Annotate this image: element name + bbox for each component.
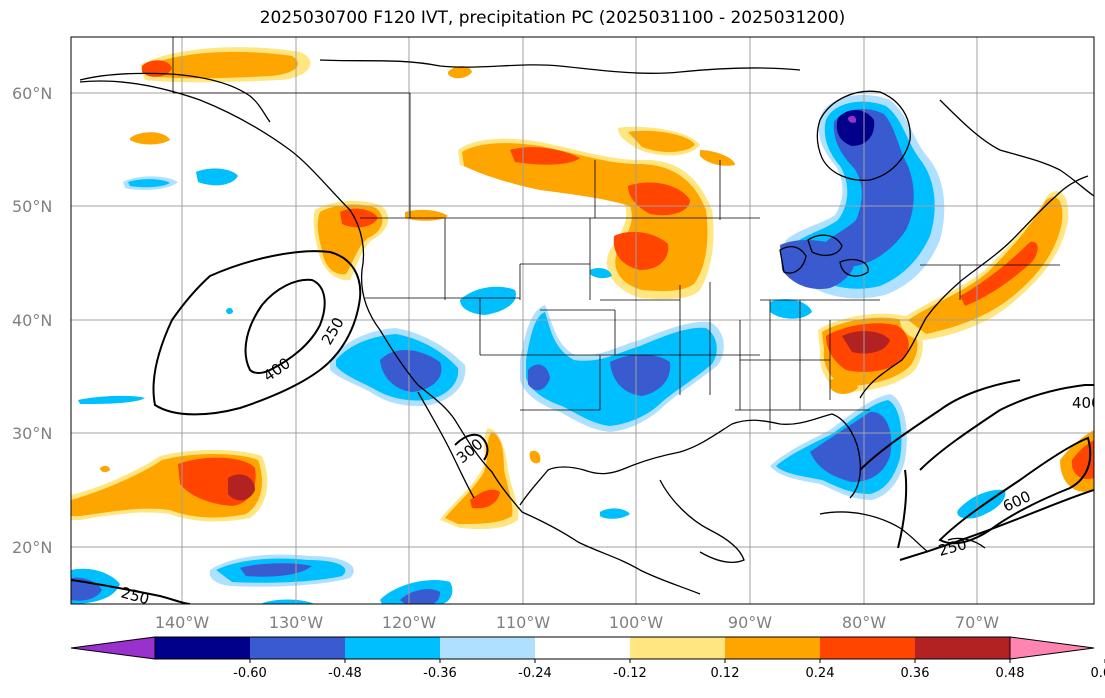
colorbar-segment [915,637,1010,659]
colorbar-extend-low [70,636,156,660]
colorbar-extend-high [1009,636,1095,660]
lat-label: 20°N [12,538,52,557]
colorbar-tick-label: -0.48 [328,666,362,681]
lat-label: 40°N [12,311,52,330]
lon-label: 70°W [955,613,999,632]
lon-label: 120°W [382,613,437,632]
lon-label: 80°W [842,613,886,632]
plot-frame [70,36,1095,605]
lat-label: 50°N [12,197,52,216]
colorbar-tick-label: 0.60 [1091,666,1105,681]
colorbar-frame [154,636,1011,660]
colorbar-segment [535,637,630,659]
colorbar-segment [440,637,535,659]
field-layer: 250 400 250 300 400 600 250 [71,37,1101,608]
colorbar-tick-label: -0.12 [613,666,647,681]
political-borders [172,37,1060,430]
colorbar-tick-label: -0.36 [423,666,457,681]
colorbar-tick-label: 0.36 [901,666,930,681]
colorbar: -0.60 -0.48 -0.36 -0.24 -0.12 0.12 0.24 0.36 0.4… [70,636,1105,681]
ivt-contours [71,250,1094,604]
colorbar-segment [155,637,250,659]
colorbar-segment [820,637,915,659]
lat-label: 30°N [12,424,52,443]
lat-label: 60°N [12,84,52,103]
colorbar-tick-label: 0.12 [711,666,740,681]
contour-label: 400 [1072,394,1101,412]
lon-label: 90°W [728,613,772,632]
colorbar-tick-label: 0.48 [996,666,1025,681]
latitude-labels: 60°N 50°N 40°N 30°N 20°N [12,84,52,557]
coastlines [79,59,1094,595]
colorbar-segment [725,637,820,659]
longitude-labels: 140°W 130°W 120°W 110°W 100°W 90°W 80°W … [155,613,999,632]
contour-label: 250 [119,583,151,608]
colorbar-segment [250,637,345,659]
map-title: 2025030700 F120 IVT, precipitation PC (2… [259,8,846,28]
colorbar-segment [630,637,725,659]
graticule [71,37,1094,604]
lon-label: 110°W [496,613,551,632]
positive-anomaly-regions [71,47,1094,530]
lon-label: 140°W [155,613,210,632]
colorbar-tick-label: -0.60 [233,666,267,681]
lon-label: 100°W [609,613,664,632]
colorbar-tick-label: -0.24 [518,666,552,681]
lon-label: 130°W [269,613,324,632]
colorbar-tick-label: 0.24 [806,666,835,681]
colorbar-segment [345,637,440,659]
